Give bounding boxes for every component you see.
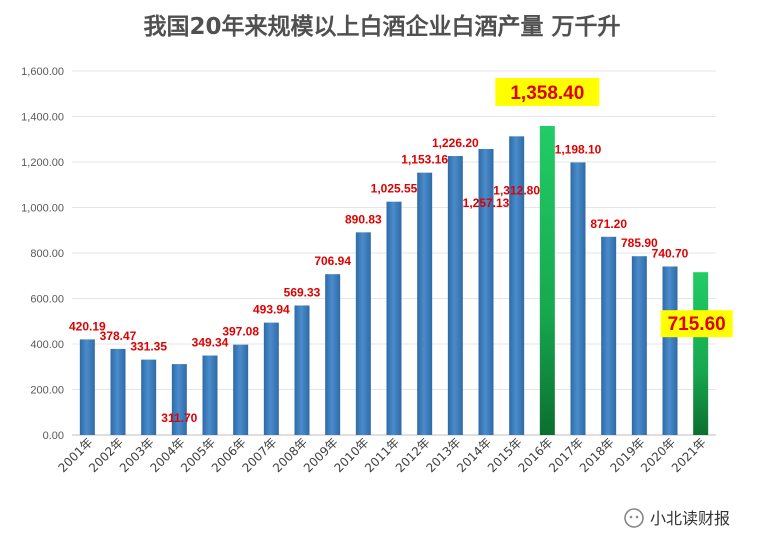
bar [693,272,709,435]
data-label: 1,198.10 [555,142,602,156]
bar [570,162,586,435]
data-label: 331.35 [130,340,167,354]
y-tick-label: 1,000.00 [21,203,64,215]
y-tick-label: 400.00 [30,339,64,351]
chart-title: 我国20年来规模以上白酒企业白酒产量 万千升 [143,13,620,40]
data-label: 569.33 [284,285,321,299]
data-label: 420.19 [69,319,106,333]
bar [386,201,402,435]
bar [601,236,617,435]
bar [294,305,310,435]
data-label-highlight: 1,358.40 [510,83,584,104]
y-tick-label: 1,600.00 [21,66,64,78]
data-label: 493.94 [253,303,290,317]
bar [447,156,463,436]
wechat-icon [624,508,644,528]
data-label: 349.34 [192,336,229,350]
watermark-text: 小北读财报 [650,509,730,528]
data-label: 785.90 [621,236,658,250]
bar [141,359,157,435]
x-tick-label: 2021年 [669,435,709,475]
y-tick-label: 200.00 [30,385,64,397]
bar [417,172,433,435]
bar [171,364,187,435]
data-label: 1,025.55 [371,182,418,196]
highlight-box [660,310,733,338]
data-label: 1,226.20 [432,136,479,150]
data-label: 871.20 [590,217,627,231]
data-label: 378.47 [100,329,137,343]
bar [509,136,525,435]
data-label: 1,153.16 [401,153,448,167]
data-label: 890.83 [345,212,382,226]
bar [202,355,218,435]
bar [355,232,371,435]
bar [263,322,279,435]
x-axis: 2001年2002年2003年2004年2005年2006年2007年2008年… [55,435,708,475]
bar [631,256,647,435]
bar [539,125,555,436]
bar [662,266,678,435]
highlight-box [495,77,600,106]
bar [79,339,95,435]
y-tick-label: 800.00 [30,248,64,260]
bar [233,344,249,435]
data-label: 311.70 [161,411,197,425]
watermark: 小北读财报 [624,508,730,528]
bar [478,149,494,435]
y-tick-label: 1,400.00 [21,112,64,124]
data-label: 706.94 [314,254,351,268]
bar [325,274,341,435]
data-label-highlight: 715.60 [668,314,726,335]
y-tick-label: 0.00 [43,430,64,442]
data-label: 740.70 [652,246,689,260]
data-label: 1,312.80 [493,183,540,197]
y-tick-label: 600.00 [30,294,64,306]
data-label: 1,257.13 [463,196,510,210]
bar [110,348,126,435]
data-label: 397.08 [222,325,259,339]
bars [79,125,709,436]
y-axis: 0.00 200.00 400.00 600.00 800.00 1,000.00 1,20… [21,66,64,442]
y-tick-label: 1,200.00 [21,157,64,169]
